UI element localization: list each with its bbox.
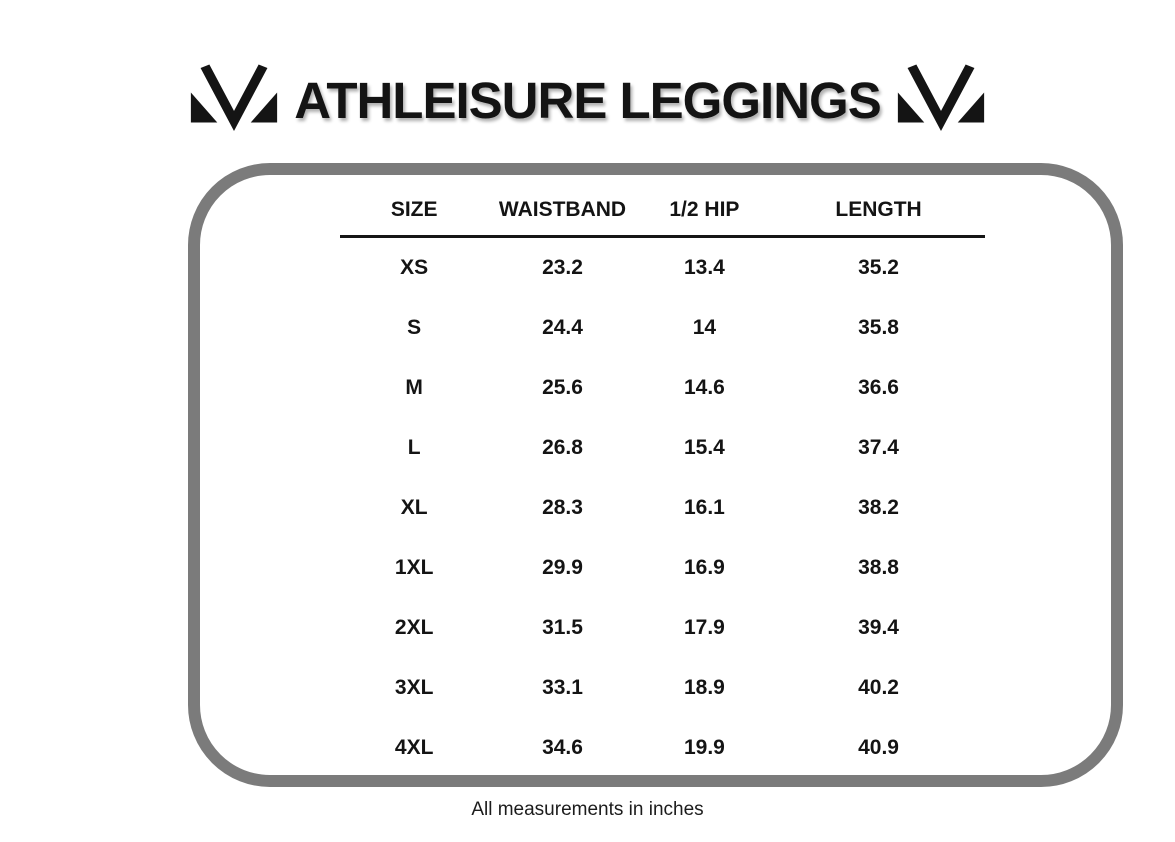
measurements-note: All measurements in inches xyxy=(471,799,704,820)
waistband-cell: 26.8 xyxy=(542,436,583,459)
header-divider xyxy=(340,235,985,238)
size-cell: 1XL xyxy=(394,556,434,579)
waistband-cell: 28.3 xyxy=(542,496,583,519)
table-row: XS 23.2 13.4 35.2 xyxy=(340,238,985,298)
size-cell: 4XL xyxy=(394,736,434,759)
waistband-cell: 23.2 xyxy=(542,256,583,279)
waistband-cell: 34.6 xyxy=(542,736,583,759)
page-title: ATHLEISURE LEGGINGS xyxy=(294,71,881,129)
table-row: L 26.8 15.4 37.4 xyxy=(340,418,985,478)
table-header-row: SIZE WAISTBAND 1/2 HIP LENGTH xyxy=(340,185,985,235)
waistband-cell: 31.5 xyxy=(542,616,583,639)
size-chart-panel xyxy=(188,163,1123,787)
size-cell: S xyxy=(407,316,422,339)
waistband-cell: 24.4 xyxy=(542,316,583,339)
length-cell: 39.4 xyxy=(858,616,899,639)
table-row: XL 28.3 16.1 38.2 xyxy=(340,478,985,538)
brand-logo-icon xyxy=(897,64,984,132)
waistband-cell: 33.1 xyxy=(542,676,583,699)
size-cell: XL xyxy=(400,496,428,519)
header: ATHLEISURE LEGGINGS xyxy=(0,64,1175,136)
table-row: M 25.6 14.6 36.6 xyxy=(340,358,985,418)
waistband-cell: 29.9 xyxy=(542,556,583,579)
size-table: SIZE WAISTBAND 1/2 HIP LENGTH XS 23.2 13… xyxy=(340,185,985,778)
hip-cell: 14.6 xyxy=(683,376,725,399)
hip-cell: 15.4 xyxy=(683,436,725,459)
column-header-length: LENGTH xyxy=(835,198,922,221)
length-cell: 40.2 xyxy=(858,676,899,699)
size-cell: M xyxy=(405,376,423,399)
hip-cell: 14 xyxy=(692,316,717,339)
size-cell: 3XL xyxy=(394,676,434,699)
size-cell: 2XL xyxy=(394,616,434,639)
table-row: 1XL 29.9 16.9 38.8 xyxy=(340,538,985,598)
column-header-half-hip: 1/2 HIP xyxy=(669,198,740,221)
brand-logo-icon xyxy=(191,64,278,132)
hip-cell: 17.9 xyxy=(683,616,725,639)
column-header-waistband: WAISTBAND xyxy=(498,198,627,221)
hip-cell: 16.1 xyxy=(683,496,725,519)
size-cell: L xyxy=(407,436,421,459)
table-row: 2XL 31.5 17.9 39.4 xyxy=(340,598,985,658)
table-row: S 24.4 14 35.8 xyxy=(340,298,985,358)
length-cell: 38.8 xyxy=(858,556,899,579)
length-cell: 40.9 xyxy=(858,736,899,759)
hip-cell: 13.4 xyxy=(683,256,725,279)
length-cell: 35.8 xyxy=(858,316,899,339)
length-cell: 36.6 xyxy=(858,376,899,399)
length-cell: 37.4 xyxy=(858,436,899,459)
table-row: 4XL 34.6 19.9 40.9 xyxy=(340,718,985,778)
table-row: 3XL 33.1 18.9 40.2 xyxy=(340,658,985,718)
size-cell: XS xyxy=(400,256,429,279)
column-header-size: SIZE xyxy=(390,198,438,221)
length-cell: 38.2 xyxy=(858,496,899,519)
waistband-cell: 25.6 xyxy=(542,376,583,399)
hip-cell: 18.9 xyxy=(683,676,725,699)
hip-cell: 16.9 xyxy=(683,556,725,579)
hip-cell: 19.9 xyxy=(683,736,725,759)
table-body: XS 23.2 13.4 35.2 S 24.4 14 35.8 M 25.6 … xyxy=(340,238,985,778)
length-cell: 35.2 xyxy=(858,256,899,279)
